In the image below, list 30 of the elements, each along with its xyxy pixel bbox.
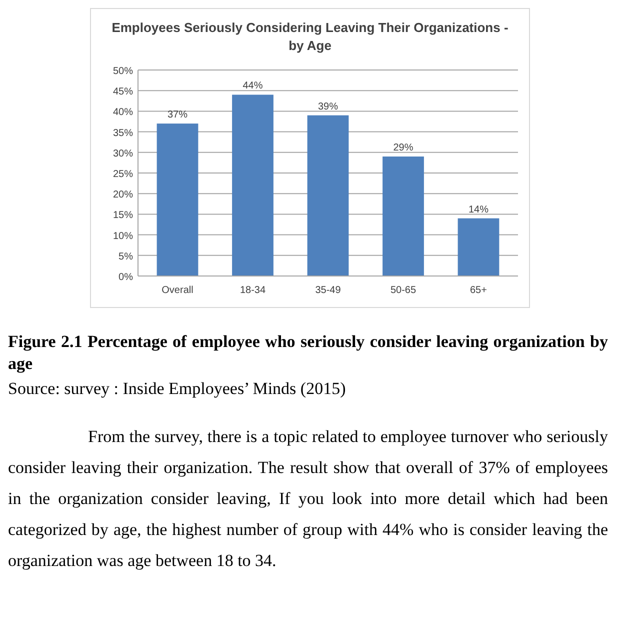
y-tick-label: 20% [112,190,134,201]
source-note: Source: survey : Inside Employees’ Minds (2015) [8,379,347,399]
y-tick-label: 25% [112,169,134,180]
y-tick-label: 10% [112,230,134,242]
y-tick-label: 50% [112,66,134,77]
y-tick-label: 45% [112,86,134,98]
data-label: 14% [468,204,489,216]
y-tick-label: 0% [118,272,134,283]
data-label: 44% [242,80,263,92]
bar [232,94,274,276]
caption: Figure 2.1 Percentage of employee who seriously consider leaving organization by age [8,331,608,375]
y-tick-label: 5% [118,251,134,262]
y-tick-label: 35% [112,128,134,139]
text: From the survey, there is a topic related to employee turnover who seriously consider leaving their organization. The result show that overall of 37% of employees in the organization consider leaving, If you look into more detail which had been categorized by age, the highest number of group with 44% who is consider leaving the organization was age between 18 to 34. [8,426,608,572]
x-tick-label: 18-34 [240,285,266,296]
y-tick-label: 40% [112,107,134,118]
bar [458,218,500,276]
x-tick-label: 65+ [470,285,488,296]
chart-title: Employees Seriously Considering Leaving Their Organizations - by Age [112,20,508,53]
bar [156,124,198,276]
x-tick-label: 35-49 [315,285,342,296]
bar [307,115,349,276]
bar [382,156,424,276]
data-label: 39% [318,101,338,112]
data-label: 37% [167,110,188,121]
y-tick-label: 15% [112,210,134,222]
x-tick-label: Overall [162,285,194,296]
y-tick-label: 30% [112,148,134,160]
data-label: 29% [393,142,414,154]
x-tick-label: 50-65 [390,285,416,296]
